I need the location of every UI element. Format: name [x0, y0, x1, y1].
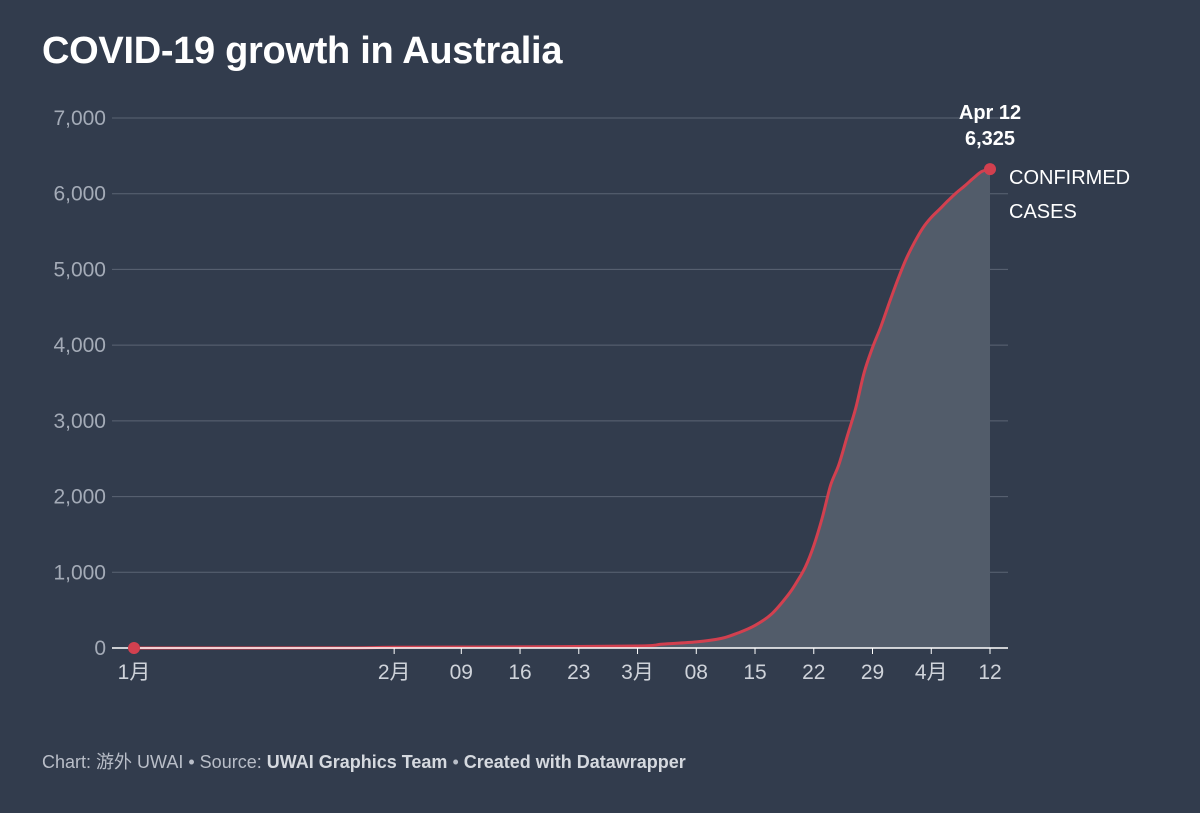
- y-tick-label: 2,000: [53, 486, 106, 509]
- footer-separator-1: •: [183, 752, 200, 772]
- y-axis-ticks: 0 1,000 2,000 3,000 4,000 5,000 6,000 7,000: [53, 107, 106, 660]
- y-tick-label: 5,000: [53, 258, 106, 281]
- series-area: [134, 169, 990, 648]
- y-tick-label: 4,000: [53, 334, 106, 357]
- x-axis-ticks: 1月 2月 09 16 23 3月 08 15 22 29 4月 12: [118, 648, 1002, 684]
- footer-source-prefix: Source:: [199, 752, 267, 772]
- series-end-point: [984, 163, 996, 176]
- y-tick-label: 3,000: [53, 410, 106, 433]
- x-tick-label: 1月: [118, 661, 151, 684]
- series-start-point: [128, 642, 140, 654]
- gridlines: [112, 117, 1008, 573]
- x-tick-label: 2月: [378, 661, 411, 684]
- y-tick-label: 1,000: [53, 561, 106, 584]
- annotation-date: Apr 12: [959, 102, 1021, 124]
- x-tick-label: 15: [743, 661, 766, 684]
- x-tick-label: 23: [567, 661, 590, 684]
- series-label-line-1: CONFIRMED: [1009, 167, 1130, 189]
- y-tick-label: 7,000: [53, 107, 106, 130]
- x-tick-label: 09: [450, 661, 473, 684]
- x-tick-label: 12: [978, 661, 1001, 684]
- x-tick-label: 16: [508, 661, 531, 684]
- footer-chart-prefix: Chart:: [42, 752, 97, 772]
- series-line: [133, 167, 991, 650]
- series-label-line-2: CASES: [1009, 201, 1077, 223]
- y-tick-label: 6,000: [53, 183, 106, 206]
- x-tick-label: 08: [685, 661, 708, 684]
- footer-separator-2: •: [447, 752, 464, 772]
- footer-source-name: UWAI Graphics Team: [266, 752, 448, 772]
- footer-created-with: Created with Datawrapper: [463, 752, 686, 772]
- footer-chart-author: 游外 UWAI: [96, 752, 184, 772]
- x-tick-label: 4月: [915, 661, 948, 684]
- x-tick-label: 3月: [621, 661, 654, 684]
- chart-title: COVID-19 growth in Australia: [42, 30, 563, 72]
- x-tick-label: 22: [802, 661, 825, 684]
- x-tick-label: 29: [861, 661, 884, 684]
- y-tick-label: 0: [94, 637, 106, 660]
- chart-footer: Chart: 游外 UWAI • Source: UWAI Graphics T…: [42, 748, 686, 774]
- annotation-value: 6,325: [965, 128, 1015, 150]
